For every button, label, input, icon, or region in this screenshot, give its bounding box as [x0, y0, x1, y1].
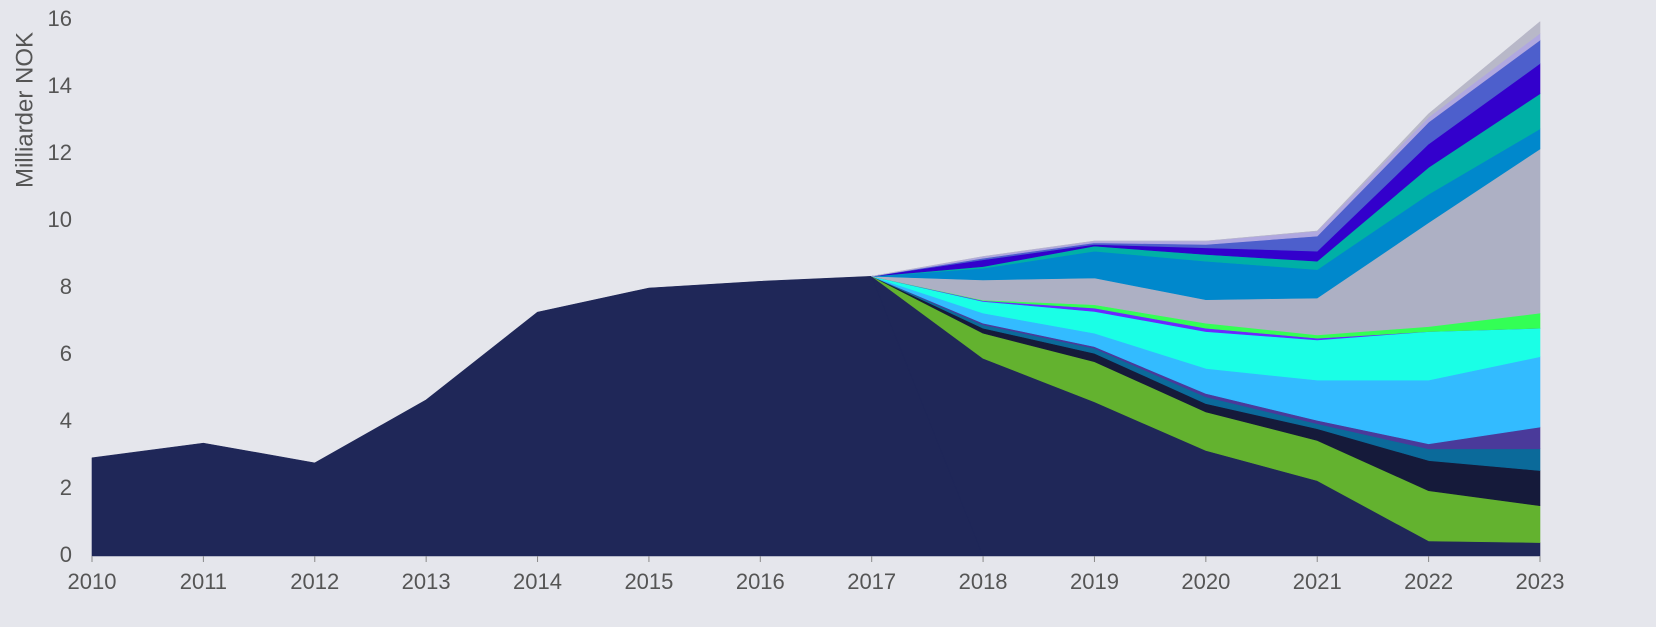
y-tick-label: 2 — [60, 475, 72, 500]
x-tick-label: 2021 — [1293, 569, 1342, 594]
x-tick-label: 2012 — [290, 569, 339, 594]
area — [91, 275, 984, 557]
x-tick-label: 2015 — [624, 569, 673, 594]
y-tick-label: 8 — [60, 274, 72, 299]
y-tick-label: 0 — [60, 542, 72, 567]
x-tick-label: 2023 — [1516, 569, 1565, 594]
x-tick-label: 2014 — [513, 569, 562, 594]
x-tick-label: 2020 — [1181, 569, 1230, 594]
y-tick-label: 16 — [48, 6, 72, 31]
x-tick-label: 2019 — [1070, 569, 1119, 594]
x-tick-label: 2022 — [1404, 569, 1453, 594]
x-tick-label: 2011 — [180, 569, 227, 594]
x-tick-label: 2010 — [68, 569, 117, 594]
x-tick-label: 2013 — [402, 569, 451, 594]
y-tick-label: 12 — [48, 140, 72, 165]
x-tick-label: 2017 — [847, 569, 896, 594]
x-tick-label: 2018 — [959, 569, 1008, 594]
x-tick-label: 2016 — [736, 569, 785, 594]
y-tick-label: 10 — [48, 207, 72, 232]
y-tick-label: 6 — [60, 341, 72, 366]
y-tick-label: 14 — [48, 73, 72, 98]
y-tick-label: 4 — [60, 408, 72, 433]
y-axis-label: Milliarder NOK — [11, 32, 38, 188]
area — [871, 21, 1541, 277]
